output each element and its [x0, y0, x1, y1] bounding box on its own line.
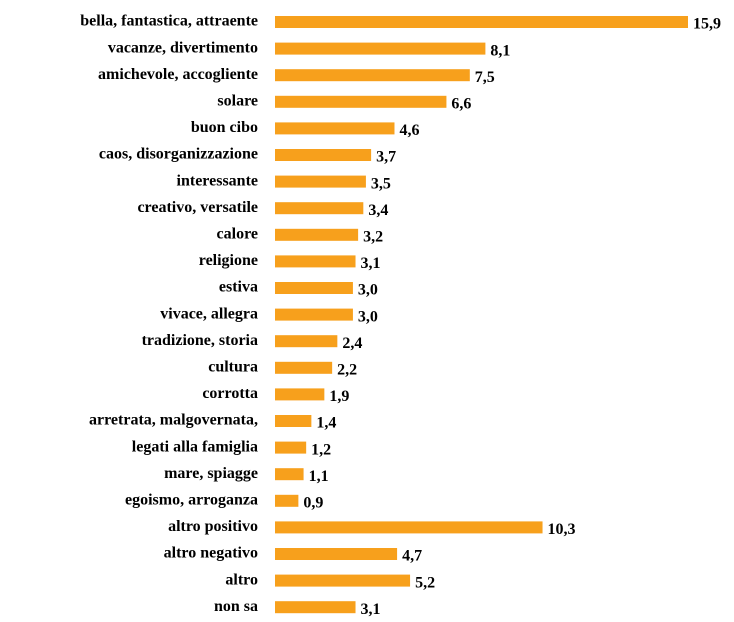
bar — [275, 468, 304, 481]
category-label: solare — [217, 92, 258, 109]
bar — [275, 601, 356, 614]
bar — [275, 521, 543, 534]
bar — [275, 228, 359, 241]
value-label: 4,6 — [399, 122, 419, 139]
value-label: 1,4 — [316, 415, 336, 432]
value-label: 6,6 — [451, 95, 471, 112]
category-label: corrotta — [202, 385, 258, 402]
value-label: 7,5 — [475, 69, 495, 86]
value-label: 3,7 — [376, 149, 396, 166]
category-label: cultura — [208, 358, 258, 375]
value-label: 4,7 — [402, 548, 422, 565]
bar — [275, 335, 338, 348]
category-label: interessante — [177, 172, 258, 189]
category-label: creativo, versatile — [137, 199, 258, 216]
bar — [275, 574, 411, 587]
category-label: tradizione, storia — [142, 332, 258, 349]
value-label: 8,1 — [490, 42, 510, 59]
bar — [275, 149, 372, 161]
bar — [275, 361, 333, 374]
category-label: legati alla famiglia — [132, 438, 258, 455]
bar — [275, 122, 395, 135]
bar — [275, 16, 688, 28]
category-label: altro — [225, 571, 258, 588]
value-label: 1,2 — [311, 441, 331, 458]
bar — [275, 388, 325, 401]
category-label: vacanze, divertimento — [108, 39, 258, 56]
bar — [275, 175, 366, 188]
category-label: arretrata, malgovernata, — [89, 412, 258, 429]
bar — [275, 202, 364, 215]
bar — [275, 415, 312, 427]
category-label: altro negativo — [164, 545, 258, 562]
value-label: 15,9 — [693, 16, 721, 33]
category-label: egoismo, arroganza — [125, 491, 258, 508]
value-label: 3,2 — [363, 228, 383, 245]
category-label: altro positivo — [168, 518, 258, 535]
value-label: 3,1 — [361, 601, 381, 618]
bar — [275, 548, 398, 560]
category-label: buon cibo — [191, 119, 258, 136]
value-label: 1,9 — [329, 388, 349, 405]
bar — [275, 282, 353, 294]
category-label: amichevole, accogliente — [98, 66, 258, 83]
value-label: 0,9 — [303, 494, 323, 511]
value-label: 3,0 — [358, 282, 378, 299]
category-label: bella, fantastica, attraente — [80, 13, 258, 30]
value-label: 10,3 — [548, 521, 576, 538]
category-label: estiva — [219, 279, 258, 296]
bar — [275, 42, 486, 55]
category-label: non sa — [214, 598, 258, 615]
value-label: 3,0 — [358, 308, 378, 325]
category-label: religione — [199, 252, 258, 269]
category-label: vivace, allegra — [160, 305, 258, 322]
category-label: mare, spiagge — [164, 465, 258, 482]
value-label: 2,4 — [342, 335, 362, 352]
value-label: 3,5 — [371, 175, 391, 192]
category-label: calore — [217, 225, 258, 242]
value-label: 1,1 — [309, 468, 329, 485]
bar — [275, 255, 356, 268]
bar — [275, 308, 353, 321]
bar — [275, 494, 299, 507]
category-label: caos, disorganizzazione — [99, 146, 258, 163]
value-label: 2,2 — [337, 361, 357, 378]
value-label: 3,4 — [368, 202, 388, 219]
bar — [275, 441, 307, 454]
bar — [275, 95, 447, 108]
value-label: 5,2 — [415, 574, 435, 591]
value-label: 3,1 — [361, 255, 381, 272]
bar — [275, 69, 470, 82]
